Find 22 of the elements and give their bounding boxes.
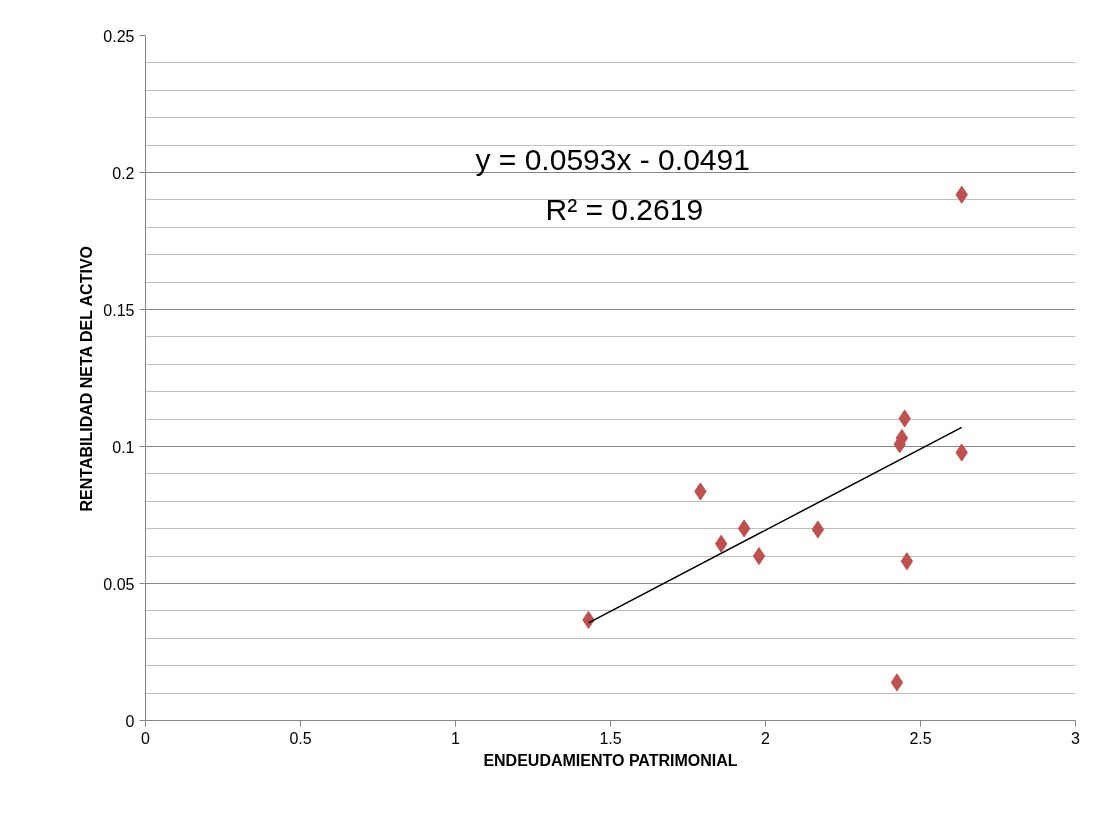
x-tick-label: 2.5	[909, 729, 932, 747]
x-tick-label: 1	[451, 729, 461, 747]
x-tick-label: 0	[141, 729, 151, 747]
y-tick-label: 0.25	[103, 27, 135, 45]
y-tick-label: 0.1	[112, 438, 135, 456]
y-tick-label: 0	[125, 712, 135, 730]
y-tick-label: 0.05	[103, 575, 135, 593]
y-tick-label: 0.15	[103, 301, 135, 319]
y-axis-title: RENTABILIDAD NETA DEL ACTIVO	[78, 245, 96, 512]
x-axis-title: ENDEUDAMIENTO PATRIMONIAL	[483, 751, 738, 769]
x-tick-label: 1.5	[599, 729, 622, 747]
point	[737, 519, 751, 538]
annotation: y = 0.0593x - 0.0491	[475, 142, 750, 176]
point	[752, 547, 766, 566]
y-tick-label: 0.2	[112, 164, 135, 182]
point	[890, 673, 904, 692]
point	[900, 552, 914, 571]
x-tick-label: 3	[1071, 729, 1081, 747]
annotation: R² = 0.2619	[545, 192, 704, 226]
x-tick-label: 2	[761, 729, 771, 747]
point	[811, 520, 825, 539]
x-tick-label: 0.5	[289, 729, 312, 747]
